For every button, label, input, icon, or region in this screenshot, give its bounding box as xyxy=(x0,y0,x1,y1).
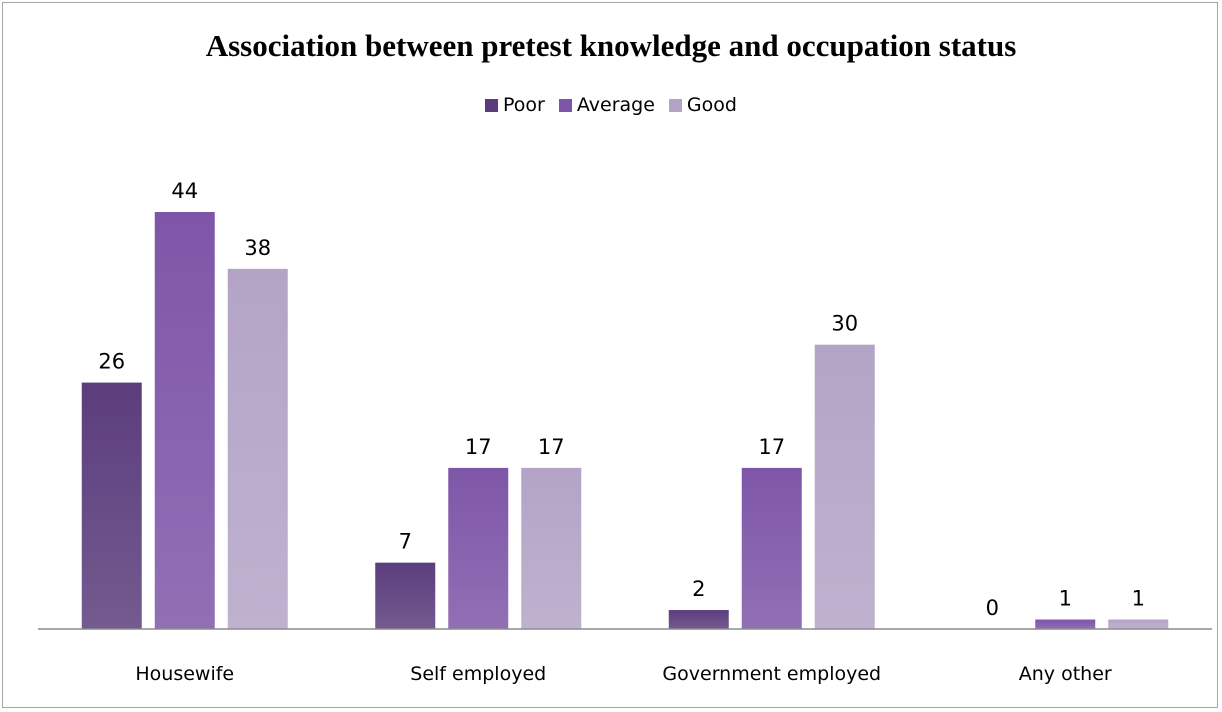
bar-good xyxy=(521,467,582,629)
legend-label: Average xyxy=(576,94,655,116)
x-tick-label: Government employed xyxy=(662,663,881,685)
chart-title: Association between pretest knowledge an… xyxy=(205,28,1017,63)
legend-item-average: Average xyxy=(558,94,655,116)
legend-label: Poor xyxy=(503,94,545,116)
legend-label: Good xyxy=(686,94,737,116)
data-label: 7 xyxy=(399,530,412,554)
legend-swatch-average xyxy=(558,98,572,112)
data-label: 17 xyxy=(758,435,785,459)
legend-item-poor: Poor xyxy=(485,94,545,116)
data-label: 1 xyxy=(1132,587,1145,611)
legend: Poor Average Good xyxy=(0,94,1222,116)
bar-good xyxy=(1108,619,1169,629)
x-tick-label: Self employed xyxy=(410,663,546,685)
data-label: 30 xyxy=(831,312,858,336)
data-label: 0 xyxy=(986,596,999,620)
data-label: 38 xyxy=(244,236,271,260)
bar-average xyxy=(1035,619,1096,629)
x-tick-label: Housewife xyxy=(135,663,234,685)
bar-average xyxy=(448,467,509,629)
bar-average xyxy=(741,467,802,629)
bar-poor xyxy=(375,562,436,629)
data-label: 2 xyxy=(692,577,705,601)
x-tick-label: Any other xyxy=(1019,663,1112,685)
data-label: 1 xyxy=(1059,587,1072,611)
bar-poor xyxy=(668,610,729,629)
data-label: 44 xyxy=(171,179,198,203)
bar-good xyxy=(814,344,875,629)
bar-good xyxy=(227,268,288,629)
data-label: 17 xyxy=(465,435,492,459)
bar-average xyxy=(154,212,215,629)
data-label: 26 xyxy=(98,350,125,374)
legend-swatch-good xyxy=(668,98,682,112)
legend-item-good: Good xyxy=(668,94,737,116)
bar-poor xyxy=(81,382,142,629)
data-label: 17 xyxy=(538,435,565,459)
legend-swatch-poor xyxy=(485,98,499,112)
